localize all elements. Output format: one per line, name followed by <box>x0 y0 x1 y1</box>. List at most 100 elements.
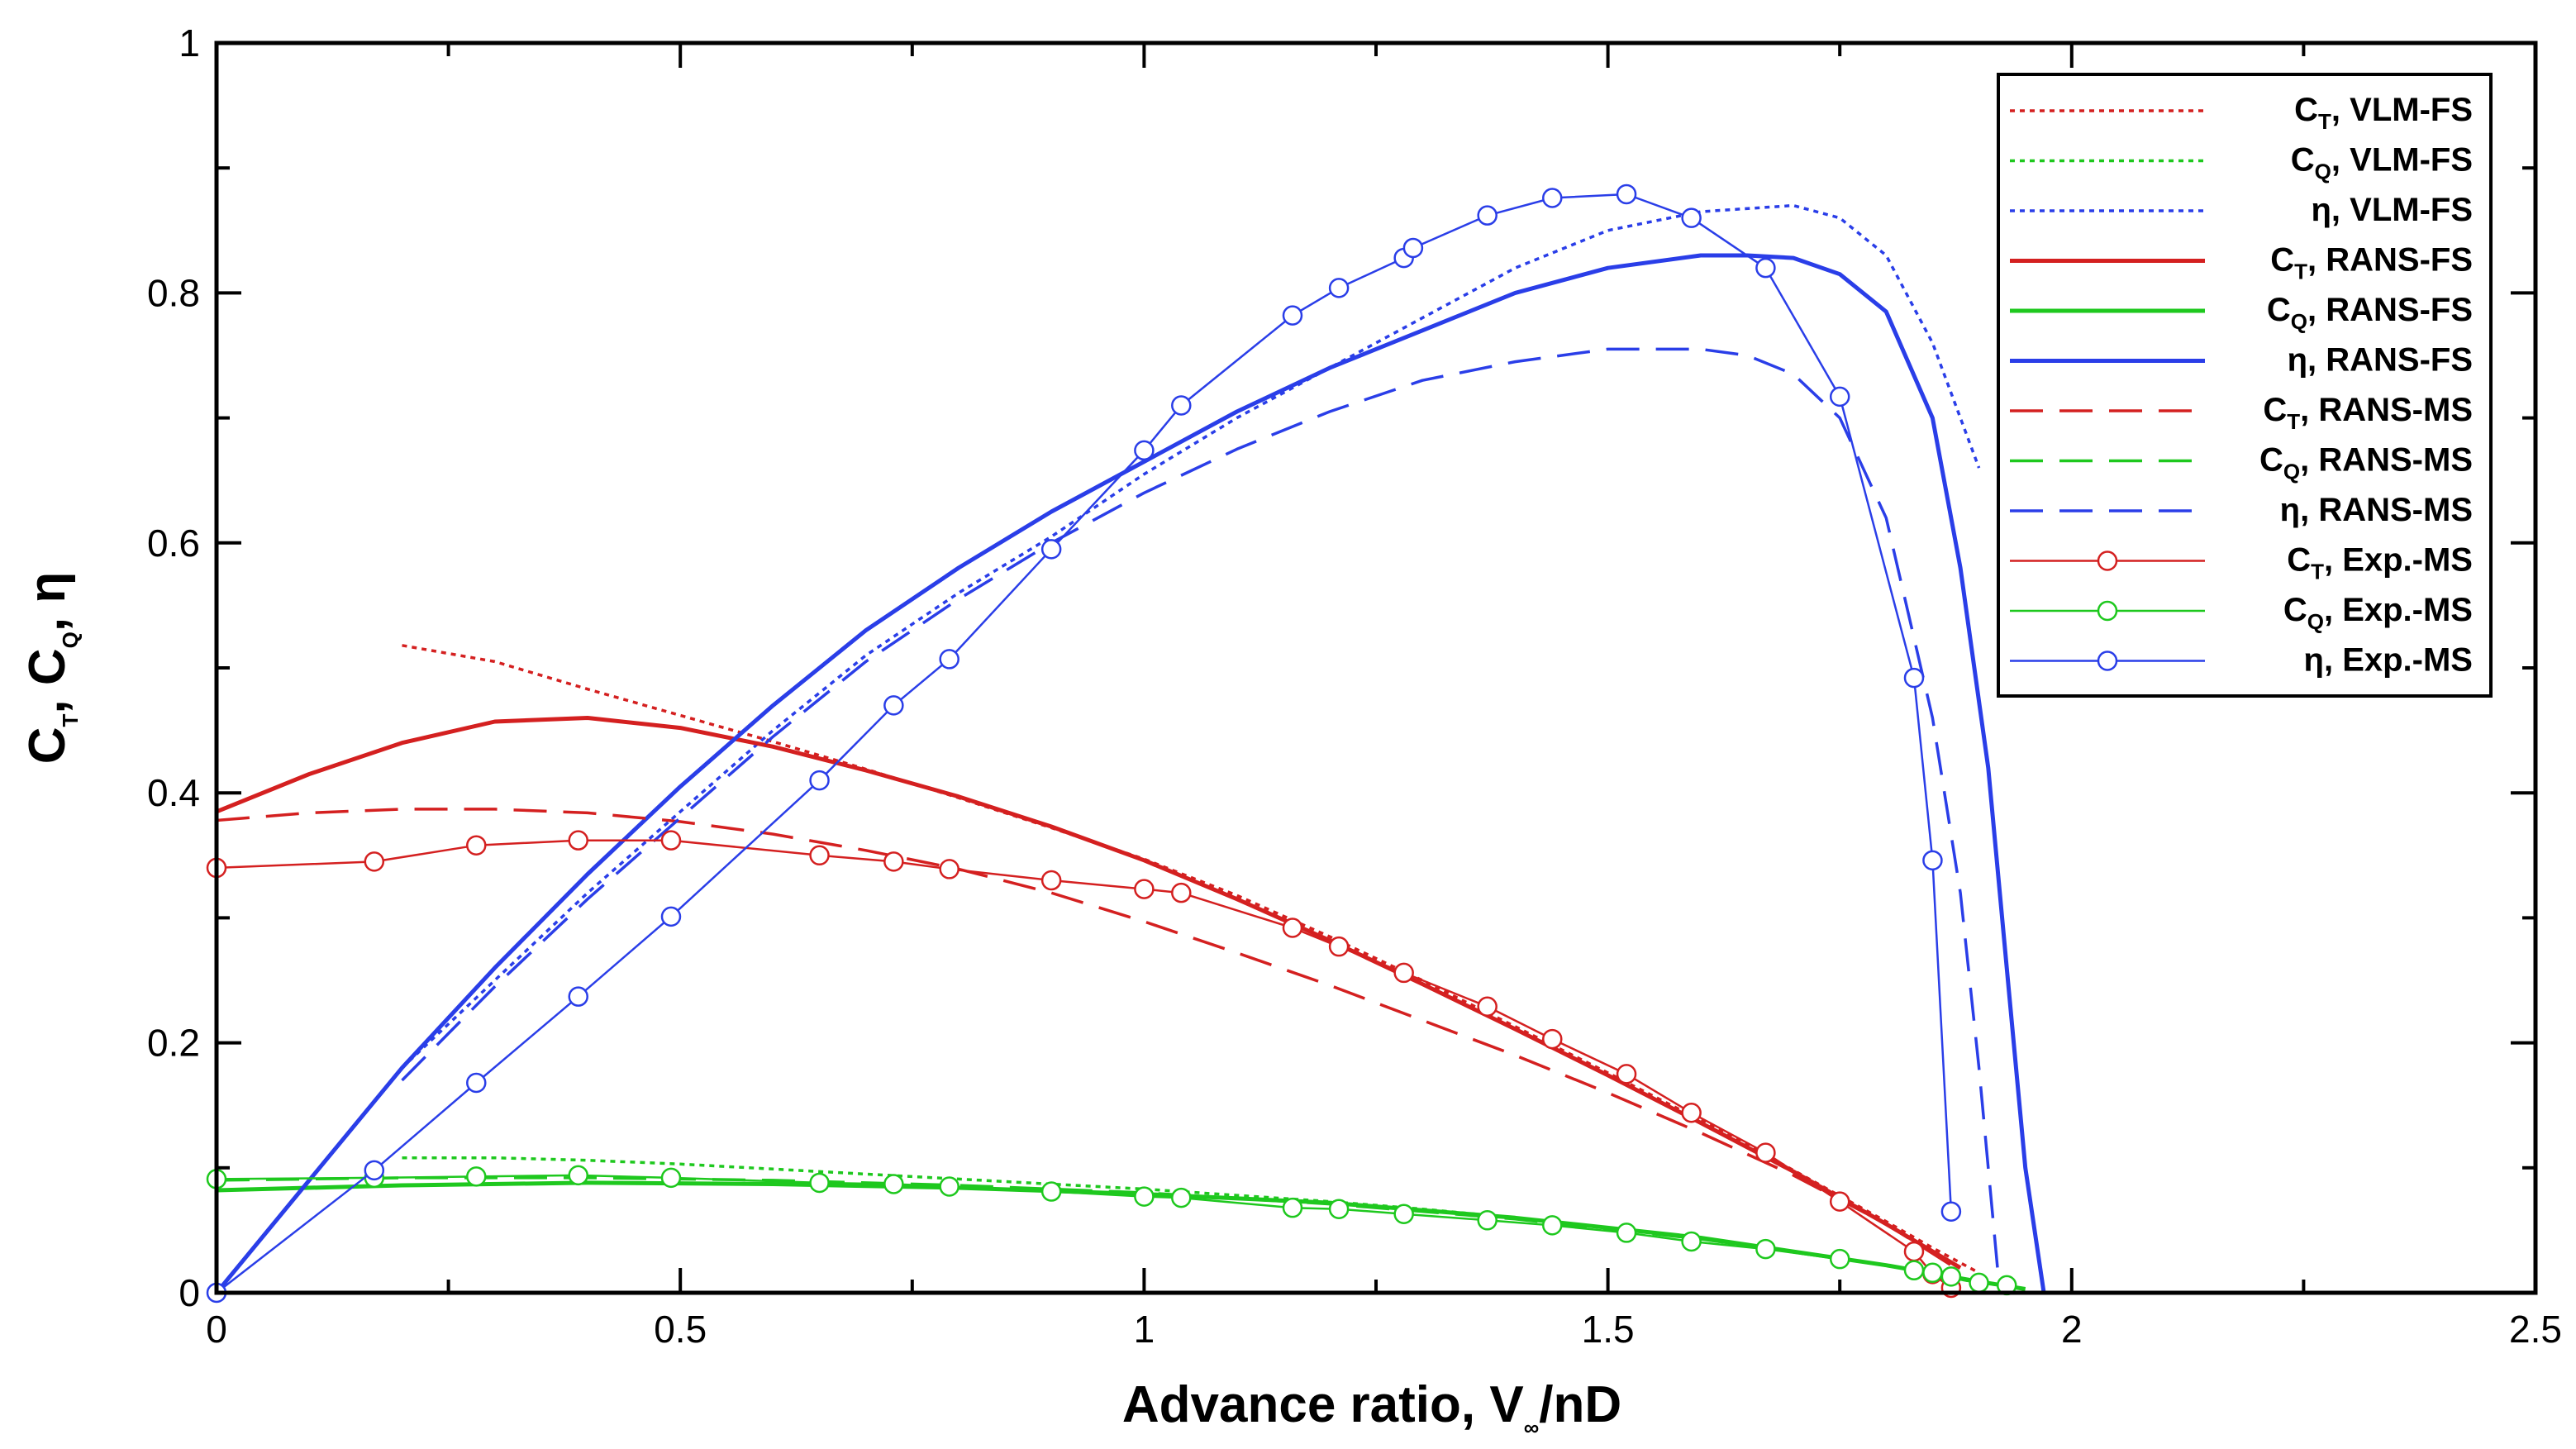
data-point <box>660 1167 682 1189</box>
data-point <box>1969 1272 1989 1294</box>
series-rans-ms-t <box>216 808 1952 1267</box>
data-point <box>1134 1186 1155 1207</box>
legend-label: η, RANS-FS <box>2288 342 2473 379</box>
legend-label: CT, Exp.-MS <box>2287 542 2473 584</box>
data-point <box>466 835 487 856</box>
data-point <box>1171 1187 1192 1208</box>
data-point <box>1542 1215 1563 1236</box>
data-point <box>1040 539 1062 560</box>
data-point <box>660 906 682 927</box>
series-line <box>216 839 1952 1289</box>
data-point <box>1616 1223 1637 1243</box>
legend-label: η, VLM-FS <box>2311 192 2473 228</box>
y-tick-label: 0.8 <box>147 271 200 314</box>
data-point <box>660 830 682 851</box>
series-line <box>216 1180 2026 1291</box>
data-point <box>1282 918 1303 938</box>
data-point <box>568 986 588 1007</box>
legend-label: CQ, Exp.-MS <box>2283 592 2473 634</box>
series-line <box>216 808 1952 1267</box>
data-point <box>809 1172 830 1194</box>
data-point <box>1681 1103 1702 1123</box>
legend-marker <box>2097 600 2118 622</box>
x-tick-label: 1.5 <box>1582 1308 1635 1351</box>
series-rans-fs-eta <box>215 253 2046 1294</box>
data-point <box>1171 882 1192 903</box>
data-point <box>1282 305 1303 326</box>
data-point <box>1940 1266 1962 1287</box>
data-point <box>1829 1248 1850 1270</box>
y-tick-label: 0.6 <box>147 522 200 565</box>
tick-labels: 0 0.5 1 1.5 2 2.5 0 0.2 0.4 0.6 0.8 1 <box>147 21 2562 1351</box>
data-point <box>1755 257 1776 279</box>
data-point <box>1829 1191 1850 1212</box>
series-exp-ms-q <box>206 1165 2017 1296</box>
legend-label: CQ, RANS-FS <box>2267 292 2473 334</box>
y-tick-label: 1 <box>179 21 200 64</box>
data-point <box>939 649 959 670</box>
data-point <box>1328 936 1350 957</box>
data-point <box>809 770 830 791</box>
series-layer <box>206 184 2046 1304</box>
data-point <box>1393 1204 1414 1224</box>
legend: CT, VLM-FS CQ, VLM-FS η, VLM-FS CT, RANS-FS… <box>1997 73 2493 698</box>
legend-label: CQ, VLM-FS <box>2291 142 2473 184</box>
data-point <box>1393 962 1414 984</box>
y-tick-label: 0.2 <box>147 1022 200 1065</box>
data-point <box>568 1165 588 1186</box>
y-axis-title: CT, CQ, η <box>19 572 83 764</box>
data-point <box>364 1160 385 1181</box>
data-point <box>466 1166 487 1187</box>
series-line <box>401 203 1981 1070</box>
x-tick-label: 0 <box>206 1308 227 1351</box>
data-point <box>1402 237 1424 259</box>
series-rans-ms-eta <box>401 347 1999 1268</box>
data-point <box>809 845 830 866</box>
data-point <box>939 1176 959 1197</box>
series-vlm-fs-eta <box>401 203 1981 1070</box>
legend-label: CT, RANS-FS <box>2270 242 2473 284</box>
legend-box <box>1997 73 2493 698</box>
data-point <box>1040 1181 1062 1202</box>
legend-label: η, Exp.-MS <box>2304 642 2473 679</box>
data-point <box>1542 1028 1563 1050</box>
data-point <box>1755 1238 1776 1260</box>
data-point <box>364 851 385 872</box>
data-point <box>1616 1064 1637 1084</box>
legend-label: CT, RANS-MS <box>2263 392 2473 434</box>
series-line <box>401 347 1999 1268</box>
x-axis-title: Advance ratio, V∞/nD <box>1122 1376 1621 1440</box>
data-point <box>1903 1260 1925 1281</box>
data-point <box>1477 1210 1498 1231</box>
x-tick-label: 0.5 <box>654 1308 707 1351</box>
legend-marker <box>2097 551 2118 571</box>
data-point <box>1903 667 1925 689</box>
data-point <box>466 1072 487 1094</box>
data-point <box>1134 879 1155 899</box>
data-point <box>1134 440 1155 461</box>
data-point <box>1040 870 1062 891</box>
data-point <box>1922 1262 1943 1284</box>
x-tick-label: 2.5 <box>2509 1308 2562 1351</box>
legend-marker <box>2097 651 2118 671</box>
y-tick-label: 0.4 <box>147 771 200 814</box>
x-tick-label: 1 <box>1134 1308 1155 1351</box>
y-tick-label: 0 <box>179 1271 200 1314</box>
data-point <box>883 695 904 716</box>
data-point <box>1282 1197 1303 1218</box>
series-rans-fs-q <box>216 1180 2026 1291</box>
data-point <box>1681 207 1702 228</box>
data-point <box>1171 395 1192 416</box>
data-point <box>1681 1231 1702 1252</box>
data-point <box>1829 386 1850 408</box>
data-point <box>1922 850 1943 871</box>
data-point <box>1477 205 1498 226</box>
data-point <box>1755 1142 1776 1163</box>
data-point <box>1903 1241 1925 1262</box>
series-line <box>215 253 2046 1294</box>
data-point <box>1542 188 1563 208</box>
legend-label: CT, VLM-FS <box>2294 92 2473 134</box>
series-line <box>216 193 1953 1294</box>
data-point <box>1616 184 1637 205</box>
series-exp-ms-eta <box>206 184 1962 1304</box>
